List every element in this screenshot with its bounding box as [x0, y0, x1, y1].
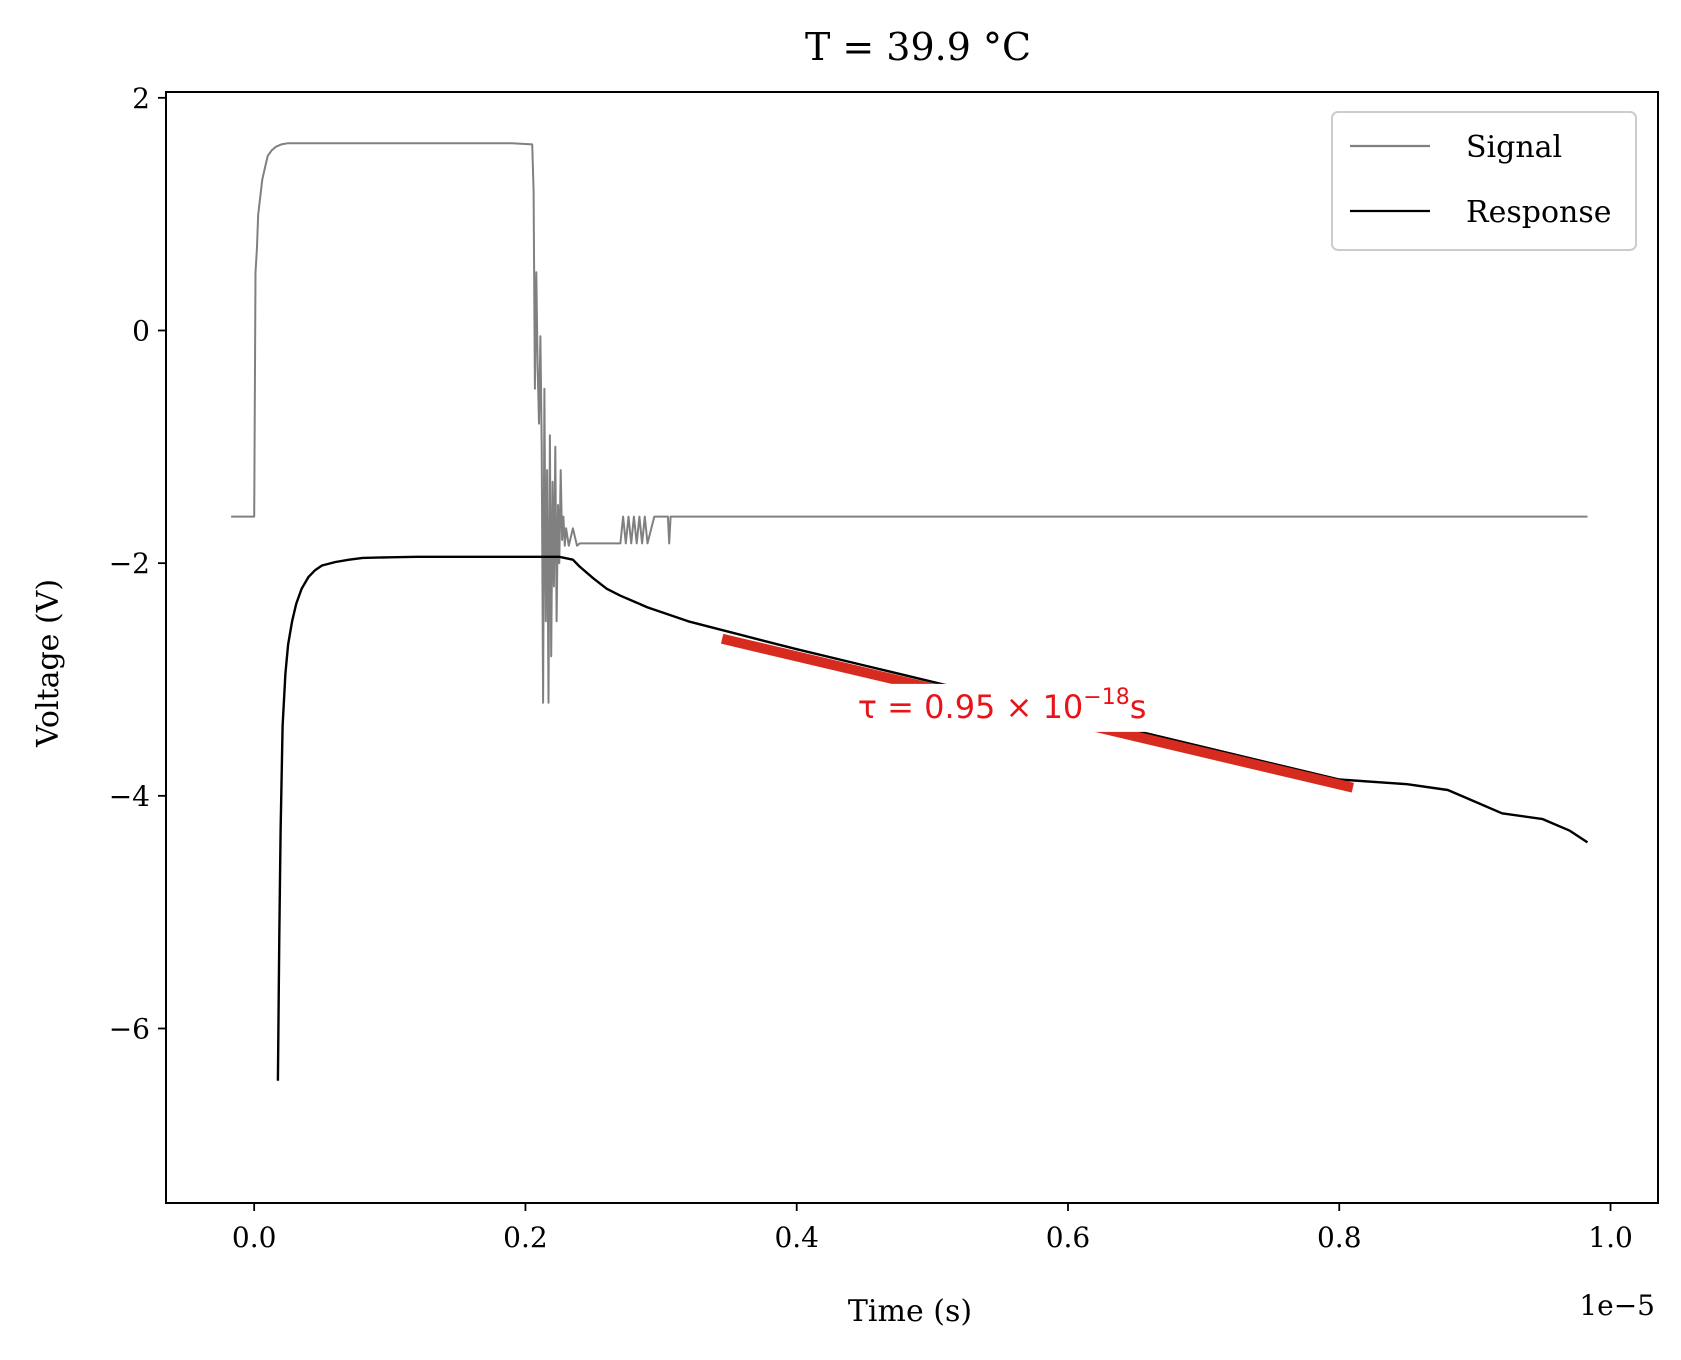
y-tick-label: 0: [132, 314, 150, 347]
chart-title: T = 39.9 °C: [805, 25, 1031, 69]
x-tick-label: 0.6: [1046, 1221, 1091, 1254]
x-tick-label: 0.0: [232, 1221, 277, 1254]
x-axis-label: Time (s): [848, 1294, 972, 1329]
annotation-background: [853, 683, 1212, 732]
tau-annotation: τ = 0.95 × 10−18s: [858, 685, 1147, 726]
y-tick-label: −6: [109, 1012, 150, 1045]
y-tick-label: −4: [109, 780, 150, 813]
axes: 0.0 0.2 0.4 0.6 0.8 1.0 2 0 −2 −4 −6: [109, 82, 1659, 1254]
legend-signal-label: Signal: [1466, 130, 1562, 165]
x-offset-text: 1e−5: [1579, 1289, 1655, 1322]
series-line-signal: [231, 142, 1588, 704]
legend: Signal Response: [1331, 111, 1637, 251]
x-tick-label: 1.0: [1588, 1221, 1633, 1254]
x-tick-label: 0.8: [1317, 1221, 1362, 1254]
legend-response-label: Response: [1466, 195, 1611, 230]
plot-frame: [165, 91, 1659, 1204]
x-tick-label: 0.2: [503, 1221, 548, 1254]
plot-area: τ = 0.95 × 10−18s: [231, 142, 1589, 1081]
y-tick-label: −2: [109, 547, 150, 580]
y-tick-label: 2: [132, 82, 150, 115]
y-axis-label: Voltage (V): [31, 579, 66, 748]
x-tick-label: 0.4: [774, 1221, 819, 1254]
